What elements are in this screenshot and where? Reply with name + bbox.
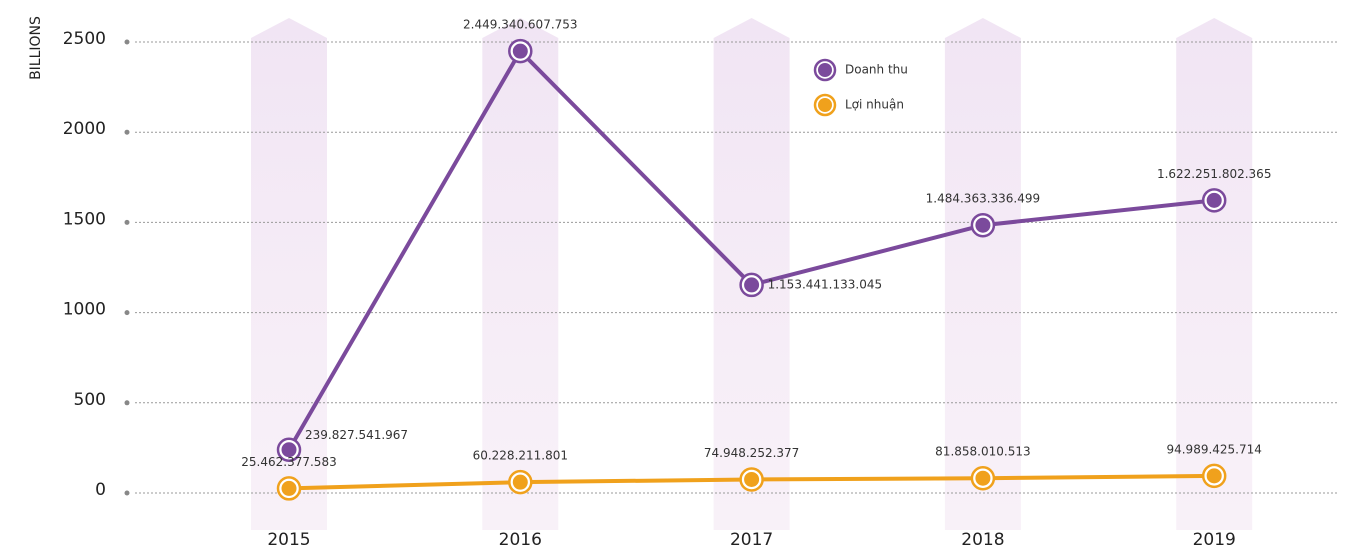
y-axis-label: BILLIONS [28,16,44,80]
point-marker-core [744,471,760,487]
point-marker-core [975,470,991,486]
data-label: 239.827.541.967 [305,428,408,442]
column-band [1176,18,1253,530]
data-label: 1.153.441.133.045 [768,277,883,291]
column-band [482,18,559,530]
tick-mark [124,219,130,225]
legend-marker-core [818,63,832,77]
y-tick-label: 0 [95,480,106,500]
y-tick-label: 500 [74,390,106,410]
x-tick-label: 2019 [1193,530,1236,550]
tick-mark [124,129,130,135]
legend-label: Lợi nhuận [845,98,904,112]
point-marker-core [281,442,297,458]
y-tick-label: 1000 [63,300,106,320]
column-band [944,18,1021,530]
tick-mark [124,39,130,45]
data-label: 1.622.251.802.365 [1157,167,1272,181]
y-tick-label: 2500 [63,29,106,49]
data-label: 60.228.211.801 [473,449,568,463]
tick-mark [124,400,130,406]
point-marker-core [512,43,528,59]
column-band [251,18,327,530]
data-label: 1.484.363.336.499 [926,192,1041,206]
point-marker-core [281,480,297,496]
x-tick-label: 2015 [267,530,310,550]
data-label: 2.449.340.607.753 [463,18,578,32]
x-tick-label: 2018 [961,530,1004,550]
y-tick-label: 1500 [63,209,106,229]
point-marker-core [1206,468,1222,484]
data-label: 25.462.377.583 [241,455,336,469]
data-label: 81.858.010.513 [935,445,1030,459]
legend-label: Doanh thu [845,63,908,77]
point-marker-core [744,277,760,293]
point-marker-core [512,474,528,490]
data-label: 74.948.252.377 [704,446,799,460]
point-marker-core [1206,192,1222,208]
point-marker-core [975,217,991,233]
x-tick-label: 2017 [730,530,773,550]
tick-mark [124,490,130,496]
tick-mark [124,310,130,316]
data-label: 94.989.425.714 [1166,442,1261,456]
y-tick-label: 2000 [63,119,106,139]
legend-marker-core [818,98,832,112]
x-tick-label: 2016 [499,530,542,550]
